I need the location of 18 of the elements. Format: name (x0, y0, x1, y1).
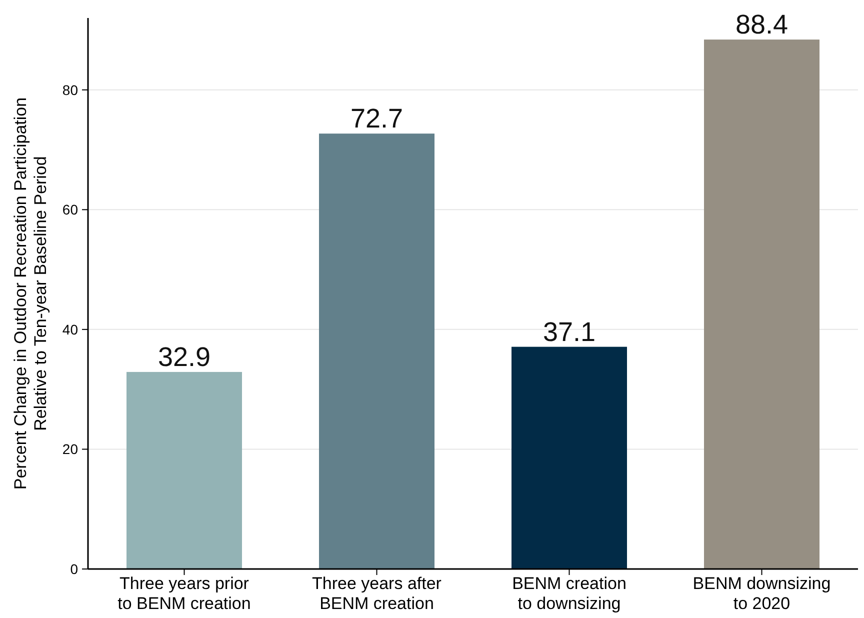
y-tick-label: 60 (62, 202, 78, 218)
y-tick-label: 0 (70, 560, 78, 577)
y-tick-label: 40 (62, 321, 78, 338)
x-tick-label: BENM downsizing to 2020 (692, 574, 831, 613)
data-label: 37.1 (542, 316, 596, 347)
y-tick-label: 80 (62, 82, 78, 98)
y-tick-label: 20 (62, 441, 78, 458)
bar (126, 372, 242, 569)
bar (319, 134, 434, 569)
x-tick-label: BENM creation to downsizing (512, 574, 626, 613)
x-tick-label: Three years prior to BENM creation (118, 574, 251, 613)
x-tick-label: Three years after BENM creation (312, 574, 442, 613)
data-label: 32.9 (158, 342, 211, 372)
data-label: 88.4 (735, 10, 788, 40)
bar (704, 40, 820, 569)
bar (512, 346, 627, 569)
data-label: 72.7 (350, 104, 404, 134)
y-axis-title: Percent Change in Outdoor Recreation Participation Relative to Ten-year Baseline Period (11, 97, 50, 490)
